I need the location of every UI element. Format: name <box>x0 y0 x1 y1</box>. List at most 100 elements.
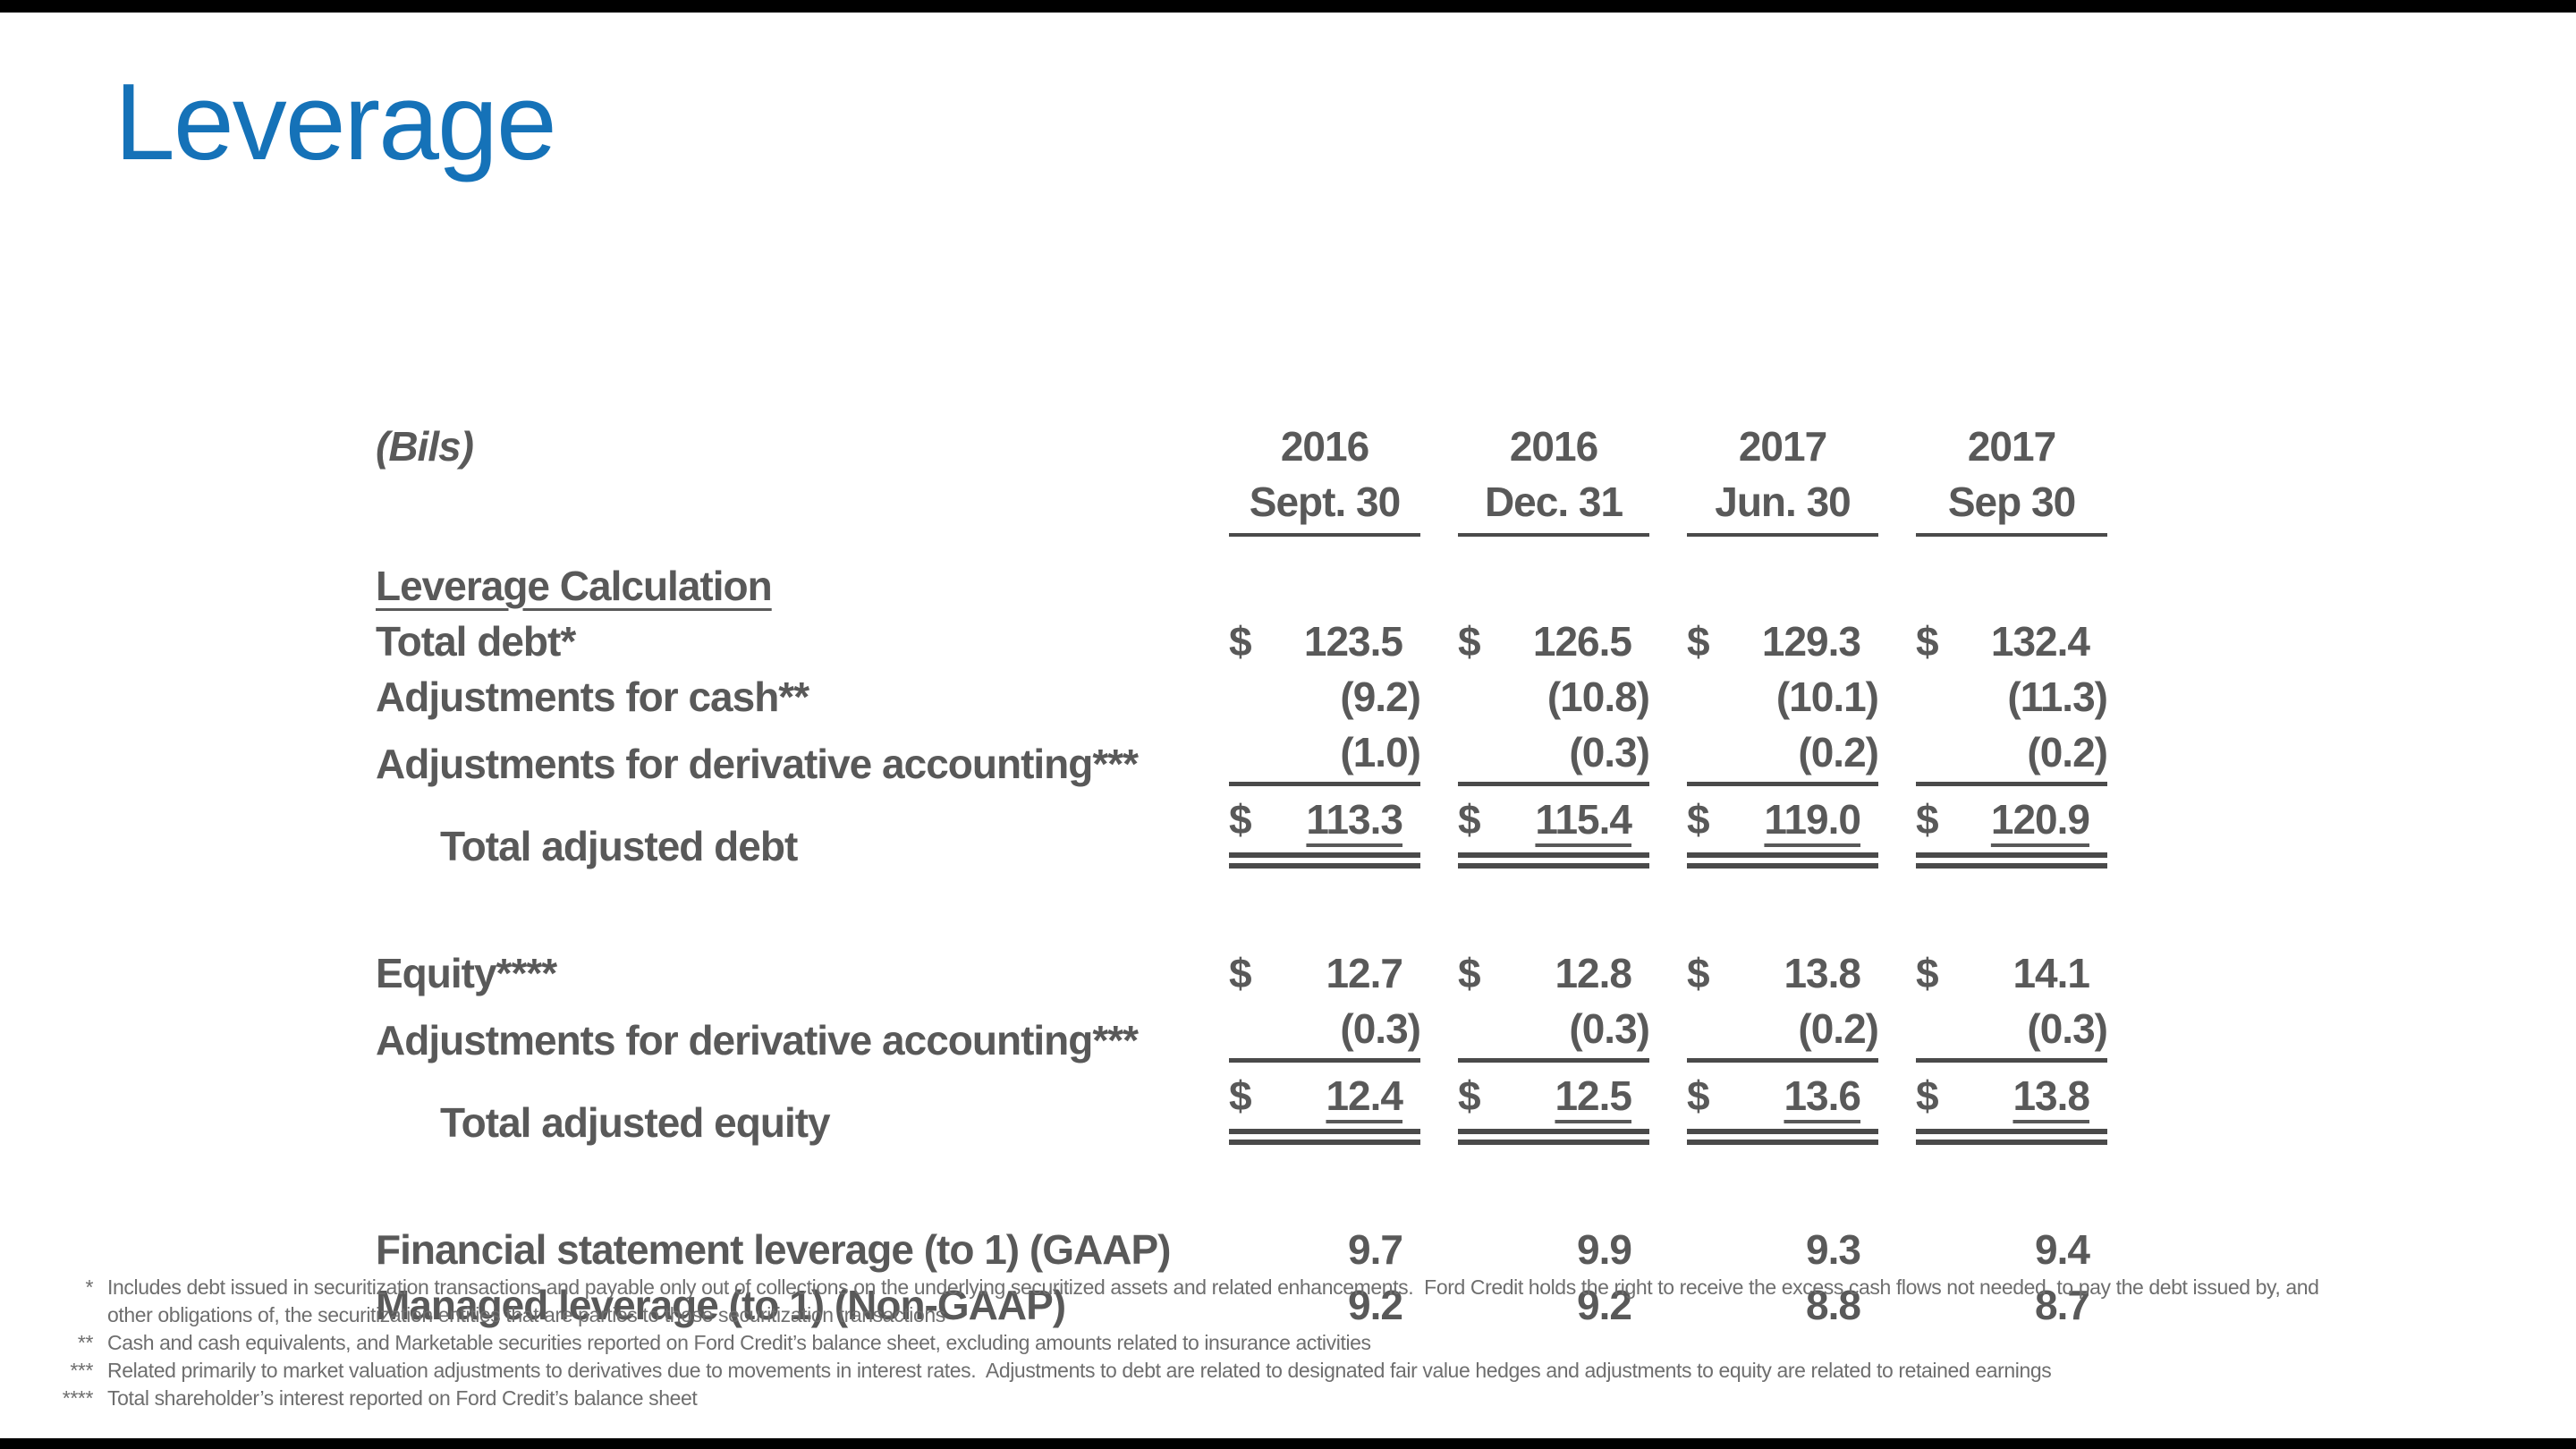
footnote-line: other obligations of, the securitization… <box>43 1301 2319 1329</box>
value: (1.0) <box>1340 729 1421 775</box>
value: 12.7 <box>1326 950 1403 996</box>
year-label: 2016 <box>1509 423 1598 470</box>
value-cell: $13.8 <box>1649 940 1878 996</box>
value: 9.2 <box>1577 1282 1632 1328</box>
table-row: Adjustments for derivative accounting***… <box>376 719 2108 786</box>
column-header-cell: 2016 Sept. 30 <box>1191 413 1420 537</box>
footnote-marker: ** <box>77 1331 94 1354</box>
value: 14.1 <box>2012 950 2090 996</box>
footnote-text: Includes debt issued in securitization t… <box>107 1275 2319 1299</box>
column-header: 2017 Sep 30 <box>1916 424 2107 537</box>
value-cell: $113.3 <box>1191 786 1420 869</box>
value-cell: 9.2 <box>1191 1272 1420 1327</box>
value-cell: $12.4 <box>1191 1063 1420 1145</box>
section-header-row: Leverage Calculation <box>376 537 2107 608</box>
currency-symbol: $ <box>1458 618 1481 665</box>
table-row: Managed leverage (to 1) (Non-GAAP) 9.2 9… <box>376 1272 2107 1327</box>
footnote-text: other obligations of, the securitization… <box>107 1303 945 1326</box>
column-header-cell: 2017 Jun. 30 <box>1649 413 1878 537</box>
value-cell: (11.3) <box>1878 664 2108 719</box>
table-row: Equity**** $12.7 $12.8 $13.8 $14.1 <box>376 940 2107 996</box>
value: 132.4 <box>1990 618 2090 665</box>
value-cell: 9.7 <box>1191 1216 1420 1272</box>
value-cell: $120.9 <box>1878 786 2107 869</box>
value-cell: $13.8 <box>1878 1063 2107 1145</box>
value-cell: (9.2) <box>1191 664 1421 720</box>
footnote-line: **** Total shareholder’s interest report… <box>43 1385 2319 1412</box>
value-cell: $12.7 <box>1191 940 1420 996</box>
value: 12.4 <box>1326 1072 1403 1119</box>
footnotes: * Includes debt issued in securitization… <box>43 1274 2319 1412</box>
footnote-line: ** Cash and cash equivalents, and Market… <box>43 1329 2319 1357</box>
currency-symbol: $ <box>1687 950 1710 996</box>
row-label: Adjustments for derivative accounting*** <box>376 1017 1139 1063</box>
row-label: Equity**** <box>376 950 557 996</box>
currency-symbol: $ <box>1687 618 1710 665</box>
value: 12.5 <box>1555 1072 1632 1119</box>
value: 9.3 <box>1806 1226 1861 1273</box>
value: 9.7 <box>1348 1226 1403 1273</box>
table-row: Adjustments for derivative accounting***… <box>376 996 2108 1063</box>
value-cell: $12.8 <box>1420 940 1649 996</box>
value: 9.9 <box>1577 1226 1632 1273</box>
spacer-row <box>376 869 2107 940</box>
date-label: Sept. 30 <box>1249 479 1401 525</box>
value: (0.2) <box>2027 729 2108 775</box>
value: 9.4 <box>2035 1226 2090 1273</box>
value-cell: $14.1 <box>1878 940 2107 996</box>
row-label: Financial statement leverage (to 1) (GAA… <box>376 1226 1171 1273</box>
currency-symbol: $ <box>1458 1072 1481 1119</box>
date-label: Jun. 30 <box>1715 479 1852 525</box>
value-cell: (0.2) <box>1878 719 2108 786</box>
value-cell: (10.1) <box>1649 664 1879 720</box>
column-header-cell: 2016 Dec. 31 <box>1420 413 1649 537</box>
value: 13.8 <box>2012 1072 2090 1119</box>
currency-symbol: $ <box>1916 950 1939 996</box>
value-cell: (0.3) <box>1878 996 2108 1063</box>
value: 115.4 <box>1535 796 1632 843</box>
spacer-row <box>376 1145 2107 1216</box>
leverage-table: (Bils) 2016 Sept. 30 2016 Dec. 31 2017 J… <box>376 413 2108 1327</box>
year-label: 2017 <box>1967 423 2056 470</box>
currency-symbol: $ <box>1458 796 1481 843</box>
value-cell: 8.8 <box>1649 1272 1878 1327</box>
date-label: Sep 30 <box>1947 479 2076 525</box>
value: 13.8 <box>1784 950 1861 996</box>
value: (0.3) <box>1340 1005 1421 1052</box>
currency-symbol: $ <box>1687 796 1710 843</box>
table-row: Financial statement leverage (to 1) (GAA… <box>376 1216 2107 1272</box>
footnote-line: *** Related primarily to market valuatio… <box>43 1357 2319 1385</box>
value-cell: $115.4 <box>1420 786 1649 869</box>
footnote-line: * Includes debt issued in securitization… <box>43 1274 2319 1301</box>
value-cell: (0.3) <box>1420 996 1650 1063</box>
value-cell: (1.0) <box>1191 719 1421 786</box>
value: 123.5 <box>1303 618 1403 665</box>
currency-symbol: $ <box>1916 618 1939 665</box>
value: 8.8 <box>1806 1282 1861 1328</box>
row-label: Total adjusted debt <box>440 823 798 869</box>
value: (0.2) <box>1798 729 1879 775</box>
value: (10.1) <box>1775 674 1879 720</box>
currency-symbol: $ <box>1916 1072 1939 1119</box>
column-header: 2017 Jun. 30 <box>1687 424 1878 537</box>
table-row: Total debt* $123.5 $126.5 $129.3 $132.4 <box>376 608 2107 664</box>
currency-symbol: $ <box>1916 796 1939 843</box>
value: (9.2) <box>1340 674 1421 720</box>
value-cell: 9.9 <box>1420 1216 1649 1272</box>
value-cell: 9.2 <box>1420 1272 1649 1327</box>
column-header-cell: 2017 Sep 30 <box>1878 413 2107 537</box>
units-label: (Bils) <box>376 423 474 470</box>
value: (0.3) <box>1569 1005 1650 1052</box>
column-header: 2016 Sept. 30 <box>1229 424 1420 537</box>
currency-symbol: $ <box>1229 950 1252 996</box>
value: (0.3) <box>1569 729 1650 775</box>
table-row-total: Total adjusted equity $12.4 $12.5 $13.6 … <box>376 1063 2107 1145</box>
value: 8.7 <box>2035 1282 2090 1328</box>
currency-symbol: $ <box>1458 950 1481 996</box>
page-title: Leverage <box>114 61 557 182</box>
currency-symbol: $ <box>1229 618 1252 665</box>
currency-symbol: $ <box>1229 1072 1252 1119</box>
value-cell: $126.5 <box>1420 608 1649 664</box>
column-header: 2016 Dec. 31 <box>1458 424 1649 537</box>
